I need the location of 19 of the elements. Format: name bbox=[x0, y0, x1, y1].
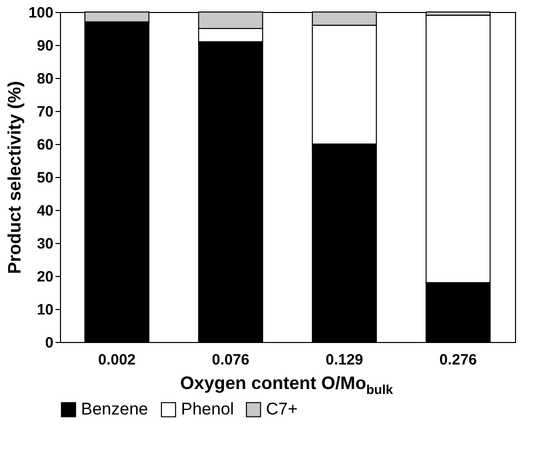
y-tick-label: 60 bbox=[36, 136, 54, 154]
legend-label: Phenol bbox=[181, 400, 234, 419]
y-tick-label: 10 bbox=[36, 302, 54, 318]
y-tick-label: 80 bbox=[36, 70, 54, 88]
y-tick-label: 90 bbox=[36, 38, 54, 54]
y-tick-label: 70 bbox=[36, 104, 54, 120]
x-tick-label: 0.129 bbox=[326, 352, 364, 368]
y-tick-label: 20 bbox=[36, 268, 54, 286]
legend-label: C7+ bbox=[266, 400, 298, 419]
y-tick-label: 50 bbox=[36, 170, 54, 186]
y-tick-label: 100 bbox=[28, 4, 54, 22]
y-axis-title: Product selectivity (%) bbox=[4, 80, 24, 274]
x-tick-label: 0.002 bbox=[98, 352, 136, 368]
x-tick-label: 0.076 bbox=[212, 352, 250, 368]
y-tick-label: 0 bbox=[45, 334, 54, 352]
x-tick-label: 0.276 bbox=[439, 352, 477, 368]
y-tick-label: 40 bbox=[36, 202, 54, 220]
legend-label: Benzene bbox=[81, 400, 148, 419]
y-tick-label: 30 bbox=[36, 236, 54, 252]
